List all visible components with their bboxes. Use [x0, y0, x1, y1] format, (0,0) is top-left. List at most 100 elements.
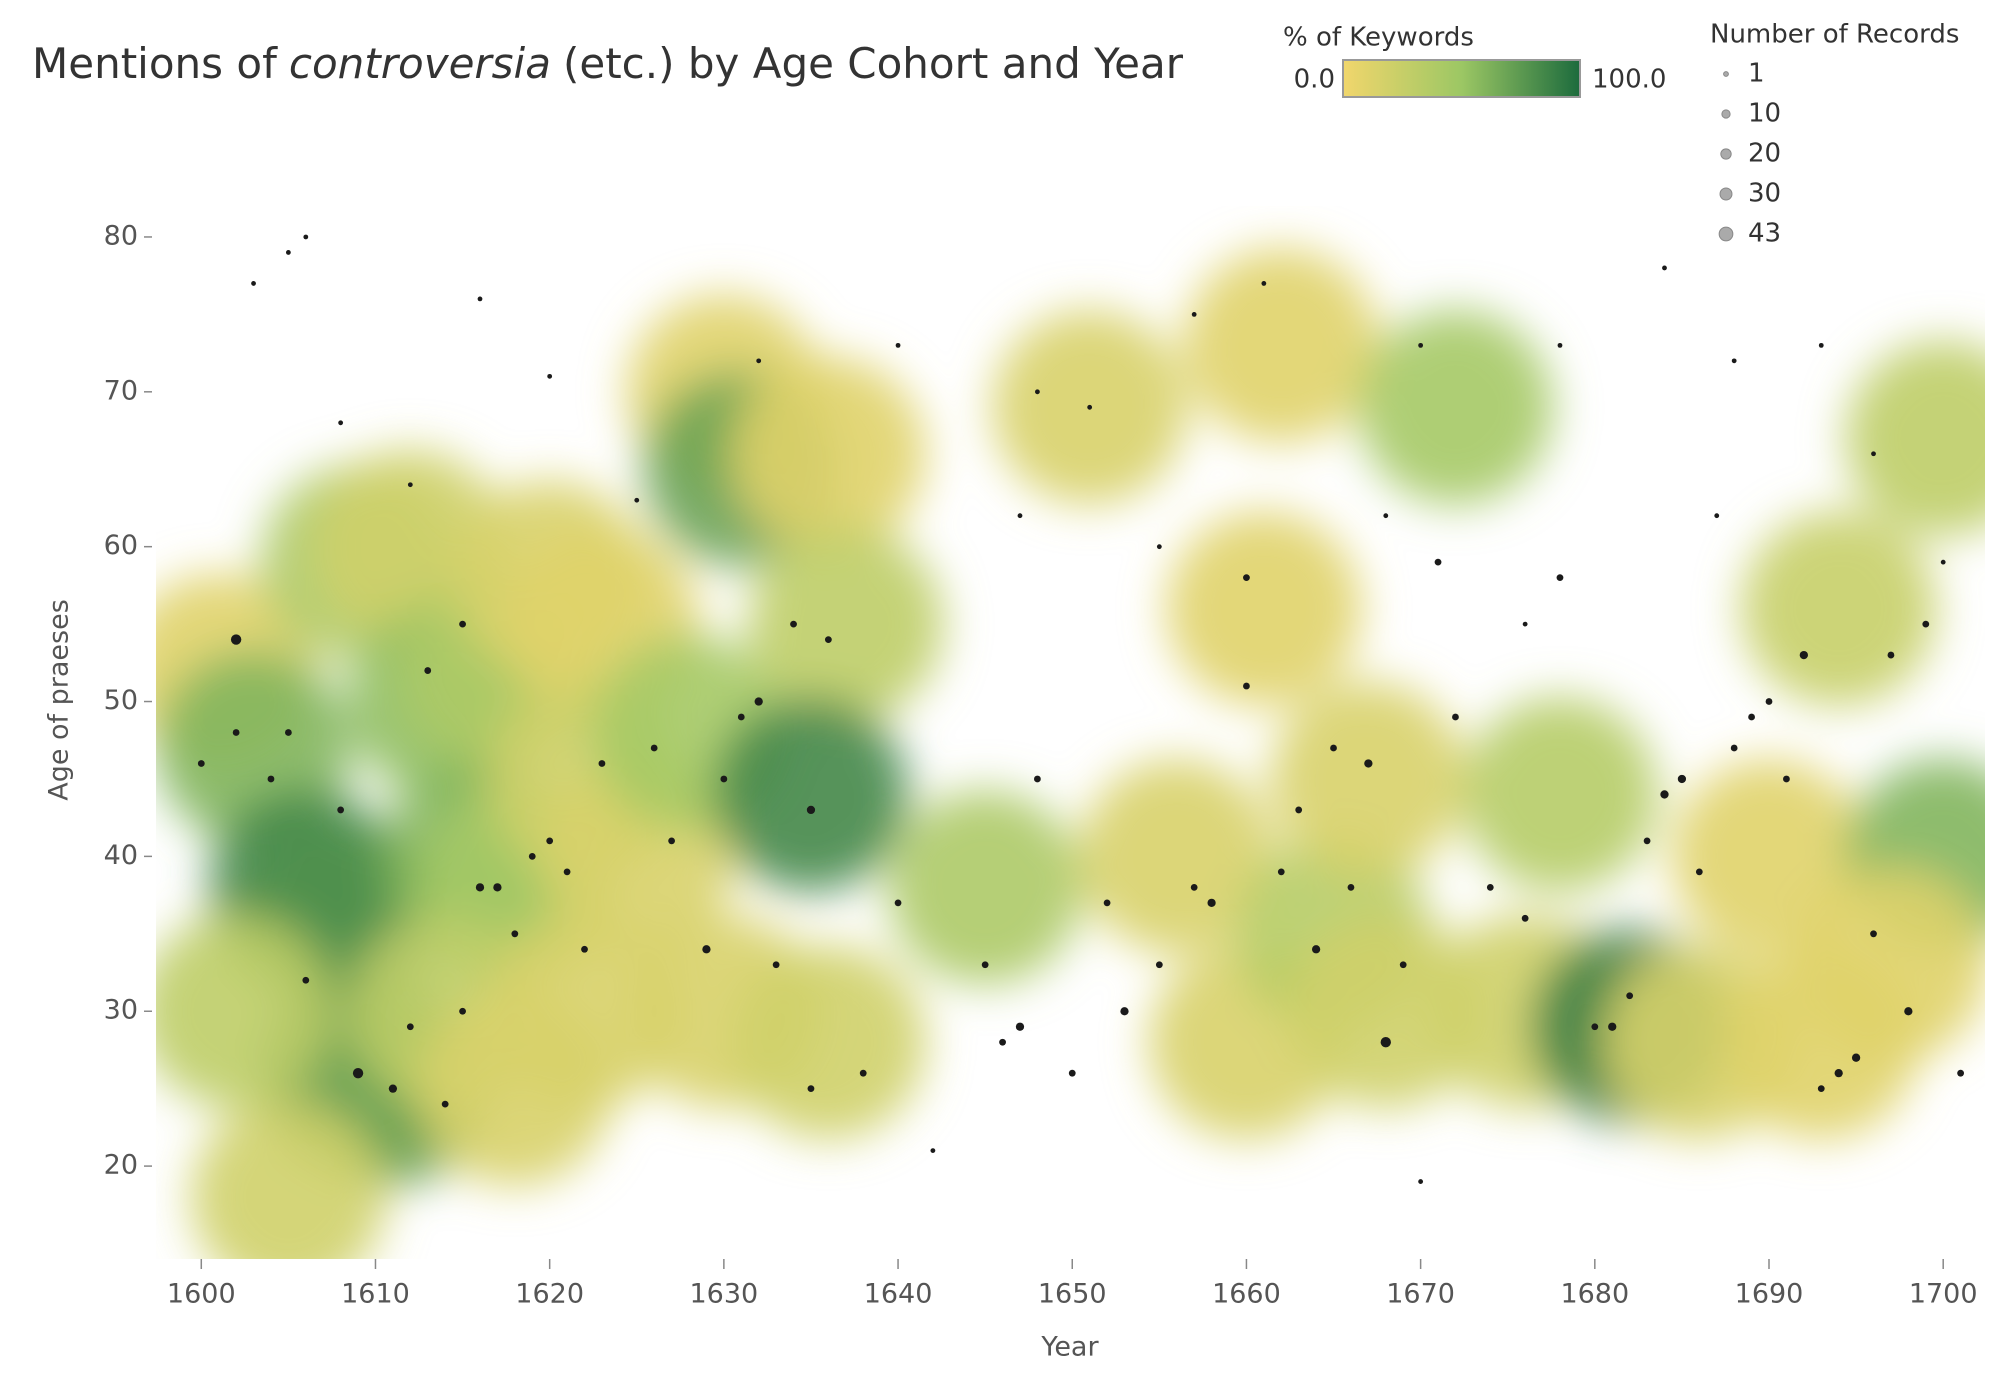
point [598, 760, 606, 767]
point [232, 729, 240, 736]
point [528, 852, 536, 860]
point [1662, 265, 1667, 271]
heat-blob [1741, 511, 1937, 707]
point [1626, 992, 1634, 1000]
colorbar-max: 100.0 [1592, 65, 1666, 95]
point [1748, 713, 1755, 721]
size-legend-label: 20 [1748, 139, 1781, 169]
title-part: (etc.) by Age Cohort and Year [563, 39, 1184, 88]
point [790, 620, 797, 628]
point [477, 296, 483, 302]
point [230, 634, 242, 645]
heat-blob [1270, 681, 1466, 877]
point [459, 1007, 466, 1015]
point [338, 420, 344, 426]
point [1904, 1007, 1913, 1016]
point [668, 837, 675, 845]
point [1871, 451, 1876, 457]
point [756, 358, 762, 364]
point [1399, 961, 1407, 969]
point [1347, 883, 1355, 891]
point [1834, 1069, 1843, 1078]
point [1731, 358, 1737, 364]
point [824, 636, 832, 643]
point [1940, 559, 1946, 565]
point [1017, 513, 1023, 519]
point [1818, 342, 1824, 348]
point [1643, 837, 1651, 845]
x-tick-label: 1680 [1560, 1279, 1629, 1310]
point [1957, 1069, 1965, 1077]
point [1870, 930, 1877, 938]
point [1243, 682, 1250, 690]
point [1799, 650, 1808, 660]
x-tick-label: 1620 [515, 1279, 584, 1310]
colorbar [1342, 59, 1581, 98]
point [1156, 544, 1162, 550]
heat-blob [1793, 867, 1985, 1063]
point [1418, 342, 1424, 348]
y-tick-label: 40 [104, 840, 138, 871]
color-legend-title: % of Keywords [1283, 23, 1474, 53]
point [894, 899, 902, 907]
point [352, 1067, 364, 1079]
point [459, 620, 466, 628]
point [1383, 513, 1389, 519]
size-legend-title: Number of Records [1710, 20, 1959, 50]
point [1380, 1037, 1391, 1048]
point [1261, 281, 1267, 286]
point [1557, 342, 1563, 348]
x-tick-label: 1650 [1038, 1279, 1107, 1310]
point [981, 961, 989, 969]
point [284, 729, 292, 736]
x-tick-label: 1600 [167, 1279, 236, 1310]
point [388, 1084, 398, 1093]
point [634, 497, 640, 503]
point [1452, 713, 1459, 721]
chart-title: Mentions of controversia (etc.) by Age Coh… [32, 39, 1184, 88]
point [1677, 774, 1687, 784]
point [1068, 1069, 1076, 1077]
point [1015, 1022, 1025, 1031]
point [1364, 759, 1373, 768]
point [772, 961, 780, 969]
point [1295, 806, 1303, 814]
heat-blob [190, 1099, 386, 1259]
heat-blob [713, 696, 909, 892]
y-tick-label: 80 [104, 220, 138, 251]
point [1190, 883, 1198, 891]
point [1120, 1007, 1129, 1016]
heat-blob [1357, 309, 1554, 505]
point [1486, 883, 1494, 891]
heat-blobs [156, 247, 1985, 1259]
point [337, 806, 345, 814]
point [1277, 868, 1285, 876]
point [424, 667, 432, 674]
point [1155, 961, 1163, 969]
point [285, 250, 291, 255]
point [930, 1148, 936, 1154]
heat-blob [887, 789, 1083, 985]
point [1418, 1179, 1424, 1184]
point [702, 945, 711, 954]
size-legend-marker [1721, 109, 1731, 119]
point [581, 945, 588, 953]
y-tick-label: 70 [104, 375, 138, 406]
point [1817, 1085, 1825, 1093]
point [806, 805, 816, 815]
heat-blob [730, 356, 926, 552]
point [999, 1038, 1006, 1046]
y-axis-label: Age of praeses [44, 599, 75, 801]
point [1330, 744, 1337, 752]
point [1887, 651, 1895, 659]
point [754, 697, 763, 706]
size-legend-label: 10 [1748, 99, 1781, 129]
x-tick-label: 1700 [1909, 1279, 1978, 1310]
point [407, 482, 413, 488]
point [493, 883, 502, 892]
x-tick-label: 1670 [1386, 1279, 1455, 1310]
point [302, 976, 310, 984]
point [1103, 899, 1111, 907]
heat-layer [156, 247, 1985, 1259]
